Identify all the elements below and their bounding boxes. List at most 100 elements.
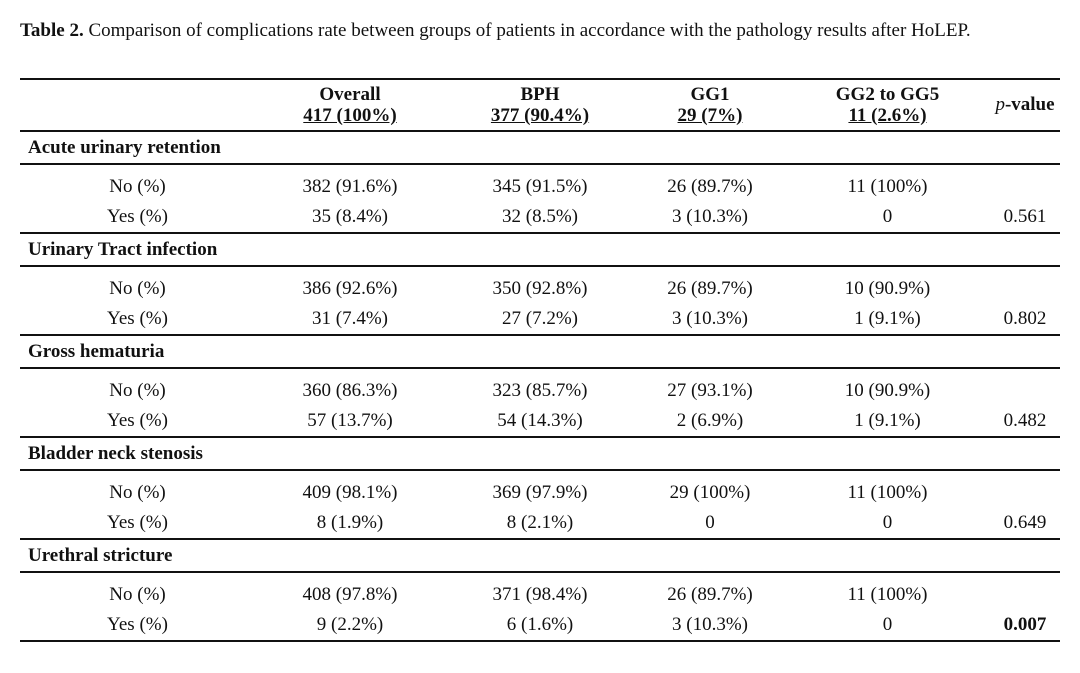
cell-gg2-to-gg5-yes: 1 (9.1%) (785, 406, 990, 438)
section-row: Urethral stricture (20, 539, 1060, 573)
header-gg1-n: 29 (7%) (677, 105, 743, 126)
cell-gg1-yes: 3 (10.3%) (635, 610, 785, 642)
header-pvalue-italic: p (995, 94, 1005, 115)
header-bph: BPH 377 (90.4%) (445, 78, 635, 132)
row-label-yes: Yes (%) (20, 406, 255, 438)
cell-gg1-no: 29 (100%) (669, 481, 751, 503)
header-pvalue-rest: -value (1004, 94, 1055, 115)
p-value-empty-cell (990, 470, 1060, 508)
row-label-yes: Yes (%) (20, 202, 255, 234)
p-value-empty-cell (990, 572, 1060, 610)
p-value-empty-cell (990, 164, 1060, 202)
header-empty-cell (20, 78, 255, 132)
section-row: Gross hematuria (20, 335, 1060, 369)
p-value-cell: 0.802 (990, 304, 1060, 336)
table-row-no: No (%) 360 (86.3%) 323 (85.7%) 27 (93.1%) 10… (20, 368, 1060, 406)
table-row-no: No (%) 408 (97.8%) 371 (98.4%) 26 (89.7%) 11… (20, 572, 1060, 610)
cell-overall-no: 386 (92.6%) (302, 277, 398, 299)
section-title: Bladder neck stenosis (20, 437, 1060, 471)
section-row: Acute urinary retention (20, 131, 1060, 165)
cell-gg2-to-gg5-yes: 0 (785, 610, 990, 642)
row-label-no: No (%) (109, 583, 166, 605)
cell-gg1-yes: 3 (10.3%) (635, 202, 785, 234)
cell-gg2-to-gg5-yes: 0 (785, 202, 990, 234)
cell-gg1-yes: 0 (635, 508, 785, 540)
table-body: Acute urinary retention No (%) 382 (91.6%)… (20, 131, 1060, 642)
row-label-yes: Yes (%) (20, 304, 255, 336)
cell-gg1-no: 26 (89.7%) (667, 583, 753, 605)
complications-table: Overall 417 (100%) BPH 377 (90.4%) GG1 2… (20, 78, 1060, 642)
row-label-yes: Yes (%) (20, 610, 255, 642)
p-value-empty-cell (990, 266, 1060, 304)
header-row: Overall 417 (100%) BPH 377 (90.4%) GG1 2… (20, 78, 1060, 132)
header-gg2-to-gg5-n: 11 (2.6%) (848, 105, 927, 126)
section-title: Gross hematuria (20, 335, 1060, 369)
header-gg2-to-gg5: GG2 to GG5 11 (2.6%) (785, 78, 990, 132)
header-gg1: GG1 29 (7%) (635, 78, 785, 132)
cell-gg2-to-gg5-no: 11 (100%) (847, 481, 928, 503)
table-row-yes: Yes (%) 35 (8.4%) 32 (8.5%) 3 (10.3%) 0 0.561 (20, 202, 1060, 234)
section-row: Bladder neck stenosis (20, 437, 1060, 471)
cell-bph-yes: 27 (7.2%) (445, 304, 635, 336)
cell-overall-yes: 31 (7.4%) (255, 304, 445, 336)
cell-gg2-to-gg5-no: 10 (90.9%) (844, 277, 931, 299)
header-gg2-to-gg5-name: GG2 to GG5 (835, 84, 940, 105)
cell-bph-yes: 54 (14.3%) (445, 406, 635, 438)
cell-bph-yes: 8 (2.1%) (445, 508, 635, 540)
cell-bph-no: 371 (98.4%) (492, 583, 588, 605)
section-title: Urinary Tract infection (20, 233, 1060, 267)
table-row-no: No (%) 409 (98.1%) 369 (97.9%) 29 (100%) 11 … (20, 470, 1060, 508)
cell-bph-no: 350 (92.8%) (492, 277, 588, 299)
cell-gg1-no: 27 (93.1%) (667, 379, 753, 401)
table-row-yes: Yes (%) 9 (2.2%) 6 (1.6%) 3 (10.3%) 0 0.007 (20, 610, 1060, 642)
p-value-cell: 0.561 (990, 202, 1060, 234)
header-overall: Overall 417 (100%) (255, 78, 445, 132)
cell-bph-no: 345 (91.5%) (492, 175, 588, 197)
row-label-yes: Yes (%) (20, 508, 255, 540)
header-overall-n: 417 (100%) (303, 105, 397, 126)
cell-overall-no: 382 (91.6%) (302, 175, 398, 197)
p-value-cell: 0.649 (990, 508, 1060, 540)
p-value-cell: 0.482 (990, 406, 1060, 438)
cell-overall-yes: 8 (1.9%) (255, 508, 445, 540)
table-row-no: No (%) 386 (92.6%) 350 (92.8%) 26 (89.7%) 10… (20, 266, 1060, 304)
section-title: Acute urinary retention (20, 131, 1060, 165)
cell-gg1-yes: 2 (6.9%) (635, 406, 785, 438)
p-value-cell: 0.007 (990, 610, 1060, 642)
header-bph-n: 377 (90.4%) (490, 105, 590, 126)
cell-bph-no: 323 (85.7%) (492, 379, 588, 401)
cell-gg1-no: 26 (89.7%) (667, 277, 753, 299)
cell-overall-no: 408 (97.8%) (302, 583, 398, 605)
cell-overall-no: 409 (98.1%) (302, 481, 398, 503)
table-caption: Table 2. Comparison of complications rat… (20, 18, 1065, 44)
section-title: Urethral stricture (20, 539, 1060, 573)
cell-gg2-to-gg5-yes: 0 (785, 508, 990, 540)
section-row: Urinary Tract infection (20, 233, 1060, 267)
table-row-yes: Yes (%) 8 (1.9%) 8 (2.1%) 0 0 0.649 (20, 508, 1060, 540)
table-caption-label: Table 2. (20, 20, 84, 41)
cell-overall-yes: 9 (2.2%) (255, 610, 445, 642)
cell-overall-yes: 35 (8.4%) (255, 202, 445, 234)
cell-bph-yes: 32 (8.5%) (445, 202, 635, 234)
cell-bph-yes: 6 (1.6%) (445, 610, 635, 642)
cell-bph-no: 369 (97.9%) (492, 481, 588, 503)
cell-gg1-no: 26 (89.7%) (667, 175, 753, 197)
cell-gg2-to-gg5-no: 10 (90.9%) (844, 379, 931, 401)
header-pvalue: p-value (990, 78, 1060, 132)
cell-gg1-yes: 3 (10.3%) (635, 304, 785, 336)
p-value-empty-cell (990, 368, 1060, 406)
header-gg1-name: GG1 (690, 84, 730, 105)
cell-gg2-to-gg5-no: 11 (100%) (847, 175, 928, 197)
table-caption-text: Comparison of complications rate between… (83, 20, 971, 41)
cell-gg2-to-gg5-yes: 1 (9.1%) (785, 304, 990, 336)
row-label-no: No (%) (109, 379, 166, 401)
cell-overall-yes: 57 (13.7%) (255, 406, 445, 438)
table-row-yes: Yes (%) 31 (7.4%) 27 (7.2%) 3 (10.3%) 1 (9.1… (20, 304, 1060, 336)
row-label-no: No (%) (109, 481, 166, 503)
header-bph-name: BPH (520, 84, 560, 105)
table-row-no: No (%) 382 (91.6%) 345 (91.5%) 26 (89.7%) 11… (20, 164, 1060, 202)
row-label-no: No (%) (109, 277, 166, 299)
row-label-no: No (%) (109, 175, 166, 197)
table-row-yes: Yes (%) 57 (13.7%) 54 (14.3%) 2 (6.9%) 1 (9.… (20, 406, 1060, 438)
